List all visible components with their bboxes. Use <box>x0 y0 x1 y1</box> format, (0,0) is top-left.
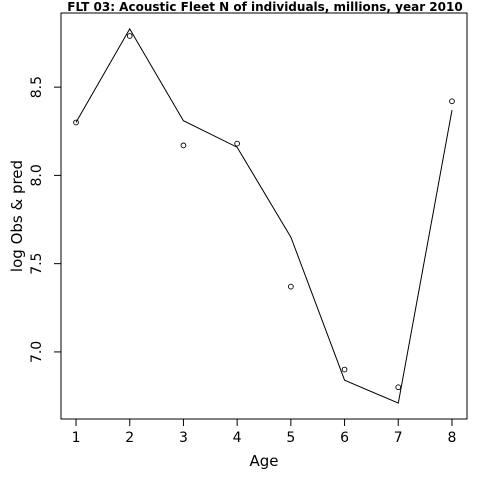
y-axis: 7.0 7.5 8.0 8.5 <box>29 76 62 363</box>
observed-point <box>341 366 348 373</box>
x-tick-label: 4 <box>233 430 242 446</box>
observed-point <box>288 283 294 290</box>
y-tick-label: 7.0 <box>29 341 45 363</box>
observed-point <box>449 98 455 105</box>
x-axis: 1 2 3 4 5 6 7 8 <box>72 418 457 446</box>
observed-series-points <box>73 33 455 391</box>
observed-point <box>126 33 133 39</box>
x-tick-label: 6 <box>340 430 349 446</box>
y-tick-label: 8.0 <box>29 164 45 186</box>
predicted-series-line <box>75 27 453 404</box>
y-axis-label: log Obs & pred <box>8 160 26 272</box>
x-tick-label: 1 <box>72 430 81 446</box>
observed-point <box>234 140 240 147</box>
x-axis-label: Age <box>249 452 278 470</box>
y-tick-label: 7.5 <box>29 253 45 275</box>
observed-point <box>180 142 187 149</box>
x-tick-label: 2 <box>125 430 134 446</box>
y-tick-label: 8.5 <box>29 76 45 98</box>
x-tick-label: 8 <box>448 430 457 446</box>
x-tick-label: 3 <box>179 430 188 446</box>
x-tick-label: 7 <box>394 430 403 446</box>
observed-point <box>73 119 79 126</box>
x-tick-label: 5 <box>286 430 295 446</box>
observed-point <box>395 384 402 391</box>
chart-title: FLT 03: Acoustic Fleet N of individuals,… <box>67 0 462 14</box>
